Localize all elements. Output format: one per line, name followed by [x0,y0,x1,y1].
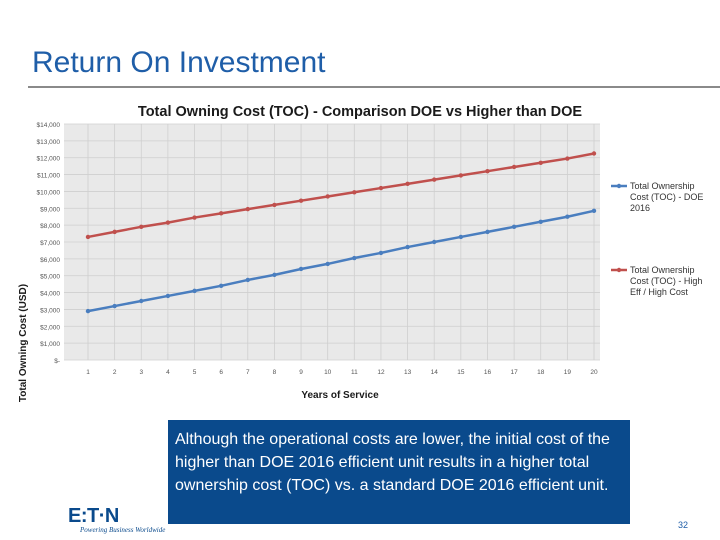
y-tick-label: $7,000 [40,240,60,247]
eaton-logo: E:T·N [68,505,119,527]
x-tick-label: 2 [113,369,117,376]
y-tick-label: $2,000 [40,324,60,331]
data-point [272,202,277,208]
data-point [85,308,91,314]
x-tick-label: 8 [273,369,277,376]
y-tick-label: $4,000 [40,291,60,298]
y-tick-label: $6,000 [40,257,60,264]
page-number: 32 [678,520,689,530]
x-tick-label: 7 [246,369,250,376]
data-point [458,234,464,240]
x-tick-label: 14 [431,369,439,376]
y-tick-label: $12,000 [37,156,61,163]
legend: Total Ownership Cost (TOC) - DOE 2016 Total… [611,181,703,297]
data-point [245,206,250,212]
data-point [378,185,384,191]
legend-label: Total Ownership Cost (TOC) - DOE 2016 [630,181,703,213]
data-point [458,173,464,178]
data-point [218,211,224,216]
data-point [325,194,330,199]
x-tick-label: 6 [219,369,223,376]
y-tick-label: $9,000 [40,206,60,213]
legend-label: Total Ownership Cost (TOC) - High Eff / Hi… [630,265,702,297]
y-tick-label: $1,000 [40,341,60,348]
callout-text: Although the operational costs are lower… [175,431,610,494]
data-point [272,272,277,278]
x-tick-label: 5 [193,369,197,376]
callout-box: Although the operational costs are lower… [168,420,630,524]
y-tick-label: $14,000 [37,122,61,129]
x-tick-label: 16 [484,369,492,376]
slide-title: Return On Investment [32,46,326,79]
x-tick-label: 3 [139,369,143,376]
data-point [165,220,171,225]
data-point [378,250,384,256]
title-divider [28,86,720,88]
data-point [192,215,197,220]
data-point [325,261,330,267]
y-tick-label: $8,000 [40,223,60,230]
data-point [139,224,144,230]
x-axis-label: Years of Service [301,390,379,401]
x-tick-label: 19 [564,369,572,376]
data-point [405,181,410,187]
data-point [165,293,171,299]
data-point [352,255,357,261]
data-point [591,151,597,156]
x-tick-label: 20 [590,369,598,376]
legend-swatch-marker [616,267,622,273]
x-tick-label: 13 [404,369,412,376]
data-point [298,198,304,203]
chart-title: Total Owning Cost (TOC) - Comparison DOE… [138,104,582,120]
data-point [139,298,144,304]
y-tick-label: $- [54,358,60,365]
y-tick-label: $10,000 [37,189,61,196]
data-point [85,234,91,240]
data-point [538,160,543,165]
y-tick-label: $3,000 [40,307,60,314]
series-layer [85,151,597,314]
data-point [538,219,543,224]
data-point [565,214,570,219]
x-tick-label: 18 [537,369,545,376]
data-point [511,164,517,170]
x-tick-label: 9 [299,369,303,376]
data-point [352,190,357,195]
x-tick-label: 4 [166,369,170,376]
data-point [298,266,304,272]
data-point [511,224,517,230]
data-point [432,239,437,245]
data-point [405,244,410,250]
data-point [112,303,117,309]
data-point [485,169,490,174]
data-point [192,288,197,294]
data-point [565,156,570,161]
data-point [245,277,250,283]
data-point [432,177,437,182]
series-line-1 [87,152,595,239]
x-tick-label: 12 [377,369,385,376]
data-point [485,229,490,235]
x-tick-label: 1 [86,369,90,376]
x-tick-label: 11 [351,369,358,376]
series-line-0 [87,209,595,313]
legend-swatch-marker [616,183,622,189]
toc-chart: Total Owning Cost (TOC) - Comparison DOE… [0,88,720,414]
data-point [218,283,224,289]
x-tick-label: 10 [324,369,332,376]
y-axis-label: Total Owning Cost (USD) [18,284,29,402]
grid-lines: $- $1,000 $2,000 $3,000 $4,000 $5,000 $6,000 $7… [37,122,600,376]
y-tick-label: $13,000 [37,139,61,146]
data-point [112,229,117,235]
data-point [591,208,597,214]
eaton-tagline: Powering Business Worldwide [80,526,166,534]
y-tick-label: $11,000 [37,173,60,180]
toc-chart-svg: Total Owning Cost (TOC) - Comparison DOE… [0,88,720,414]
x-tick-label: 15 [457,369,465,376]
y-tick-label: $5,000 [40,274,60,281]
x-tick-label: 17 [510,369,518,376]
